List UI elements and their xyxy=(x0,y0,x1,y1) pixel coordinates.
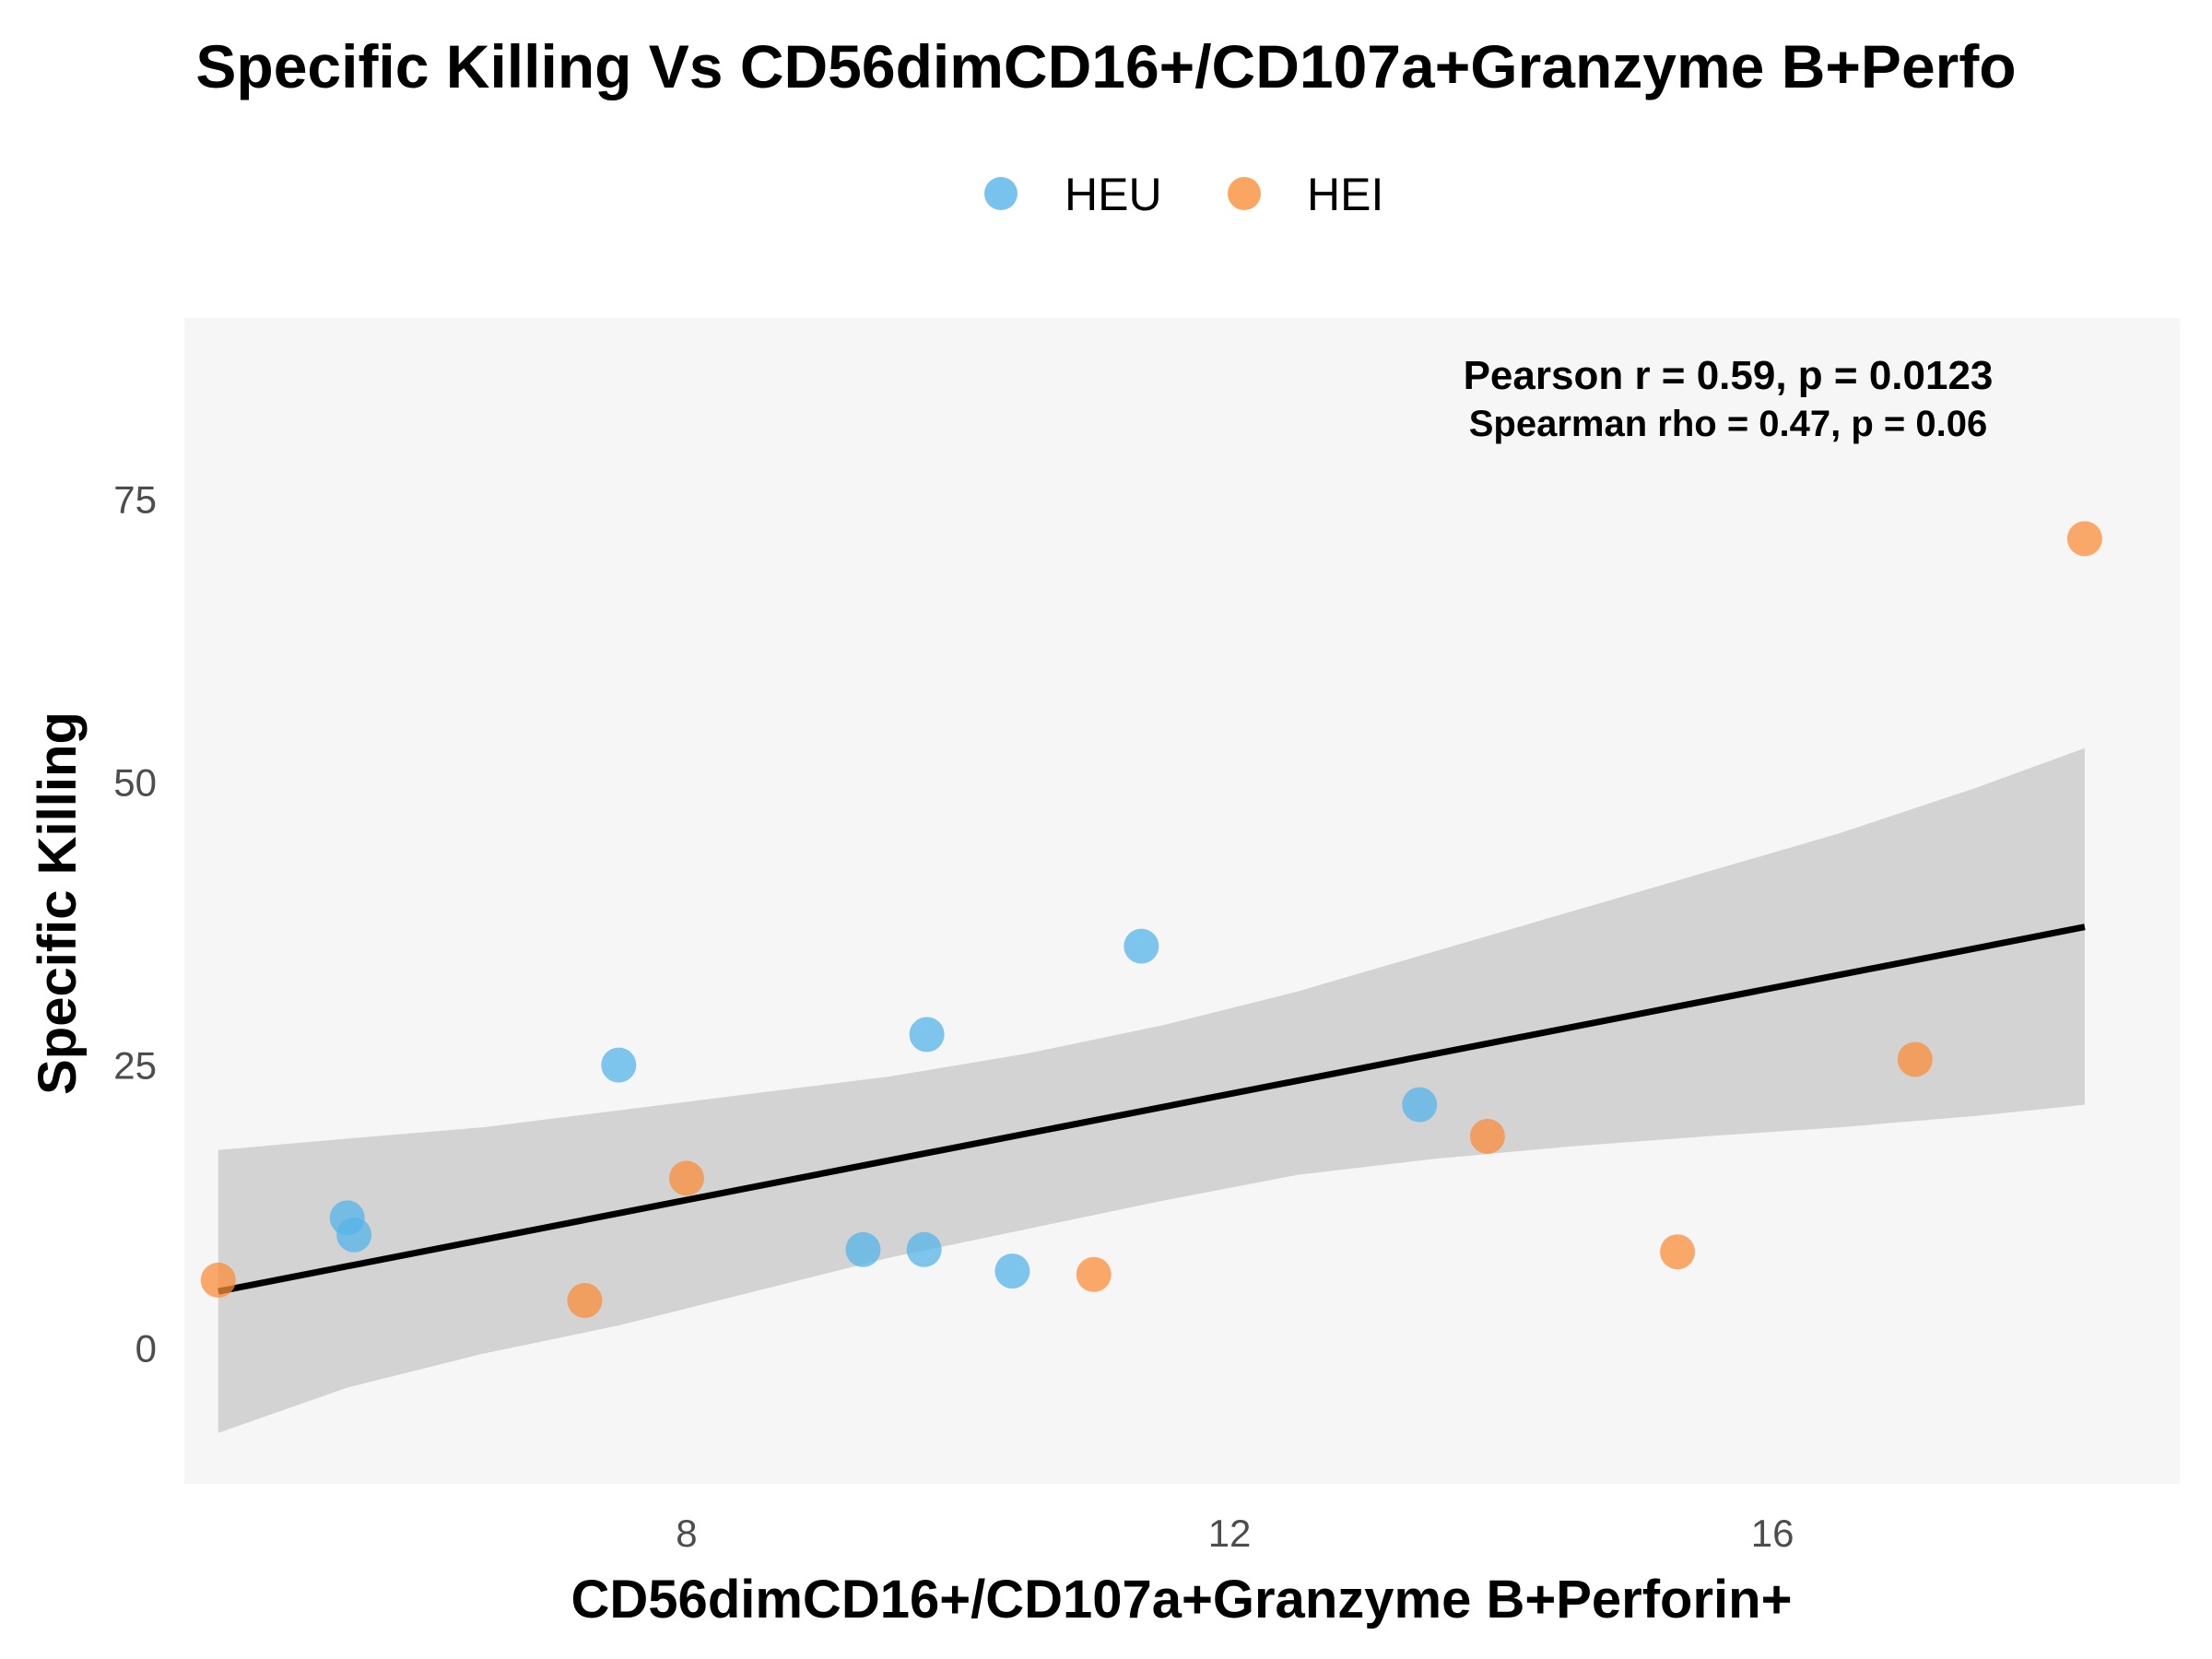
y-tick-label: 25 xyxy=(113,1044,157,1088)
data-point-hei xyxy=(1076,1256,1112,1292)
data-point-hei xyxy=(1897,1041,1933,1077)
legend: HEU HEI xyxy=(984,169,1383,220)
y-axis-title: Specific Killing xyxy=(28,712,88,1095)
data-point-heu xyxy=(906,1231,942,1267)
spearman-annotation: Spearman rho = 0.47, p = 0.06 xyxy=(1469,404,1988,444)
data-point-heu xyxy=(845,1231,881,1267)
pearson-annotation: Pearson r = 0.59, p = 0.0123 xyxy=(1464,353,1994,398)
data-point-hei xyxy=(1660,1234,1696,1270)
legend-label-hei: HEI xyxy=(1307,169,1383,220)
chart-title: Specific Killing Vs CD56dimCD16+/CD107a+… xyxy=(195,32,2016,100)
y-tick-label: 75 xyxy=(113,478,157,522)
data-point-heu xyxy=(336,1217,372,1253)
data-point-heu xyxy=(1402,1087,1438,1123)
data-point-heu xyxy=(909,1017,945,1053)
data-point-hei xyxy=(2066,521,2102,557)
data-point-heu xyxy=(1124,928,1159,964)
y-tick-label: 0 xyxy=(135,1327,157,1371)
data-point-heu xyxy=(601,1047,637,1083)
x-tick-label: 12 xyxy=(1208,1512,1252,1555)
x-axis-title: CD56dimCD16+/CD107a+Granzyme B+Perforin+ xyxy=(571,1570,1793,1630)
regression-line xyxy=(218,924,2086,1295)
legend-marker-heu xyxy=(984,177,1018,210)
x-tick-label: 8 xyxy=(676,1512,697,1555)
data-point-hei xyxy=(567,1283,603,1319)
data-point-heu xyxy=(994,1253,1030,1289)
y-tick-label: 50 xyxy=(113,761,157,805)
data-point-hei xyxy=(1469,1118,1505,1154)
confidence-band xyxy=(218,747,2085,1433)
data-point-hei xyxy=(200,1262,236,1298)
data-point-hei xyxy=(668,1160,704,1196)
legend-label-heu: HEU xyxy=(1065,169,1162,220)
legend-marker-hei xyxy=(1228,177,1261,210)
x-tick-label: 16 xyxy=(1751,1512,1794,1555)
